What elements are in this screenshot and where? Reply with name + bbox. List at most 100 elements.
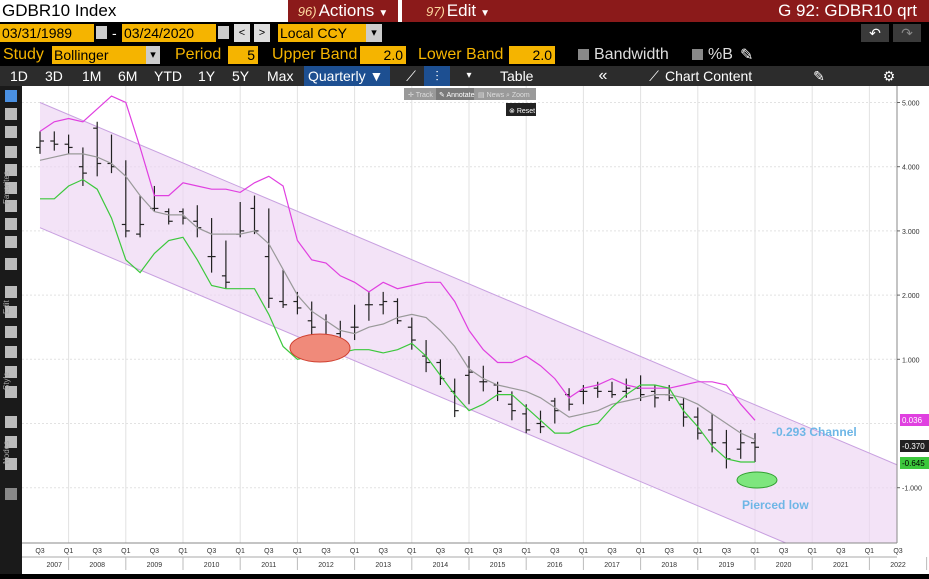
tab-1y[interactable]: 1Y: [198, 68, 216, 84]
edit-menu[interactable]: 97) Edit ▼: [402, 0, 514, 22]
lock-icon[interactable]: [5, 458, 17, 470]
table-tab[interactable]: Table: [500, 68, 534, 84]
price-chart[interactable]: -0.293 Channel Pierced low 5.000 4.000 3.0…: [22, 86, 929, 579]
undo-icon[interactable]: ↶: [861, 24, 889, 42]
copy-icon[interactable]: [5, 326, 17, 338]
upper-band-field[interactable]: 2.0: [360, 46, 406, 64]
chart-content-button[interactable]: Chart Content: [665, 68, 753, 84]
x-quarter-label: Q3: [779, 548, 788, 555]
date-separator: -: [112, 25, 117, 41]
x-year-label: 2011: [261, 562, 276, 569]
bandwidth-checkbox[interactable]: [578, 49, 589, 60]
x-quarter-label: Q1: [121, 548, 130, 555]
end-date-field[interactable]: 03/24/2020: [122, 24, 216, 42]
period-field[interactable]: 5: [228, 46, 258, 64]
node-edit-icon[interactable]: [5, 436, 17, 448]
ohlc-bar: [50, 131, 59, 151]
shape-icon[interactable]: [5, 164, 17, 176]
left-toolbar: Favorites Edit Style Nodes: [0, 86, 22, 574]
y-tick-label: 4.000: [902, 165, 920, 172]
x-quarter-label: Q1: [464, 548, 473, 555]
fib-icon[interactable]: [5, 236, 17, 248]
edit-chart-icon[interactable]: ✎: [813, 68, 825, 84]
redo-icon[interactable]: ↷: [893, 24, 921, 42]
pctb-label: %B: [708, 46, 733, 63]
gear-icon[interactable]: [5, 488, 17, 500]
prev-arrow-icon[interactable]: <: [234, 24, 250, 42]
chevron-down-icon[interactable]: ▾: [366, 24, 382, 42]
font-icon[interactable]: [5, 386, 17, 398]
tab-max[interactable]: Max: [267, 68, 294, 84]
zoom-button[interactable]: ⌕ Zoom: [506, 92, 530, 99]
x-quarter-label: Q3: [550, 548, 559, 555]
x-quarter-label: Q3: [722, 548, 731, 555]
x-year-label: 2010: [204, 562, 220, 569]
ohlc-bar: [407, 317, 416, 350]
brush-icon[interactable]: [5, 346, 17, 358]
security-title[interactable]: GDBR10 Index: [2, 1, 117, 20]
channel-upper-line: [39, 102, 899, 466]
chevron-down-icon[interactable]: ▾: [146, 46, 160, 64]
crosshair-icon[interactable]: [5, 108, 17, 120]
edit-label: Edit: [446, 1, 477, 20]
currency-select[interactable]: Local CCY: [278, 24, 366, 42]
tab-ytd[interactable]: YTD: [154, 68, 182, 84]
lower-band-label: Lower Band: [418, 46, 504, 63]
calendar-icon[interactable]: [96, 26, 107, 39]
delete-icon[interactable]: [5, 306, 17, 318]
x-quarter-label: Q3: [150, 548, 159, 555]
x-year-label: 2007: [47, 562, 63, 569]
x-quarter-label: Q1: [350, 548, 359, 555]
badge-last-value: -0.370: [902, 442, 925, 451]
x-year-label: 2014: [433, 562, 449, 569]
ruler-icon[interactable]: [5, 200, 17, 212]
chevron-down-icon[interactable]: ▾: [466, 70, 472, 81]
tab-1d[interactable]: 1D: [10, 68, 28, 84]
cursor-icon[interactable]: [5, 90, 17, 102]
arrow-icon[interactable]: [5, 182, 17, 194]
chart-area[interactable]: -0.293 Channel Pierced low 5.000 4.000 3.0…: [22, 86, 929, 579]
pctb-checkbox[interactable]: [692, 49, 703, 60]
palette-icon[interactable]: [5, 258, 17, 270]
ohlc-bar: [64, 134, 73, 154]
news-button[interactable]: ▤ News: [478, 92, 505, 99]
y-axis-bg: [897, 86, 929, 574]
tab-6m[interactable]: 6M: [118, 68, 138, 84]
tab-3d[interactable]: 3D: [45, 68, 63, 84]
gear-icon[interactable]: ⚙: [882, 68, 896, 84]
reset-button[interactable]: ⊗ Reset: [509, 108, 535, 115]
lower-band-field[interactable]: 2.0: [509, 46, 555, 64]
x-quarter-label: Q1: [865, 548, 874, 555]
track-button[interactable]: ✛ Track: [408, 91, 433, 99]
reset-button-bg: [506, 103, 536, 116]
select-icon[interactable]: [5, 286, 17, 298]
x-axis: Q3 Q1 Q3 Q1 Q3 Q1 Q3 Q1 Q3 Q1 Q3 Q1 Q3 Q1 Q3 Q1 Q3 Q1 Q3 Q1…: [22, 542, 929, 574]
bar-chart-icon[interactable]: ⫶: [424, 66, 450, 86]
x-year-label: 2021: [833, 562, 849, 569]
calendar-icon[interactable]: [218, 26, 229, 39]
study-select[interactable]: Bollinger: [52, 46, 148, 64]
ohlc-bar: [136, 195, 145, 238]
annotate-button[interactable]: ✎ Annotate: [439, 92, 475, 99]
collapse-icon[interactable]: «: [598, 67, 608, 84]
ohlc-bar: [751, 433, 759, 463]
x-year-label: 2022: [890, 562, 906, 569]
start-date-field[interactable]: 03/31/1989: [0, 24, 94, 42]
hline-icon[interactable]: [5, 218, 17, 230]
x-quarter-label: Q3: [607, 548, 616, 555]
text-icon[interactable]: [5, 146, 17, 158]
ohlc-bar: [379, 291, 388, 315]
tab-1m[interactable]: 1M: [82, 68, 102, 84]
frequency-select[interactable]: Quarterly ▼: [304, 66, 390, 86]
pencil-icon[interactable]: ✎: [740, 47, 754, 64]
node-icon[interactable]: [5, 416, 17, 428]
trendline-icon[interactable]: [5, 126, 17, 138]
fill-icon[interactable]: [5, 366, 17, 378]
actions-menu[interactable]: 96) Actions ▼: [288, 0, 398, 22]
line-chart-icon[interactable]: ⟋: [406, 68, 416, 84]
highlight-ellipse-red: [289, 333, 351, 363]
ohlc-bar: [393, 298, 402, 324]
tab-5y[interactable]: 5Y: [232, 68, 250, 84]
next-arrow-icon[interactable]: >: [254, 24, 270, 42]
x-year-label: 2008: [89, 562, 105, 569]
